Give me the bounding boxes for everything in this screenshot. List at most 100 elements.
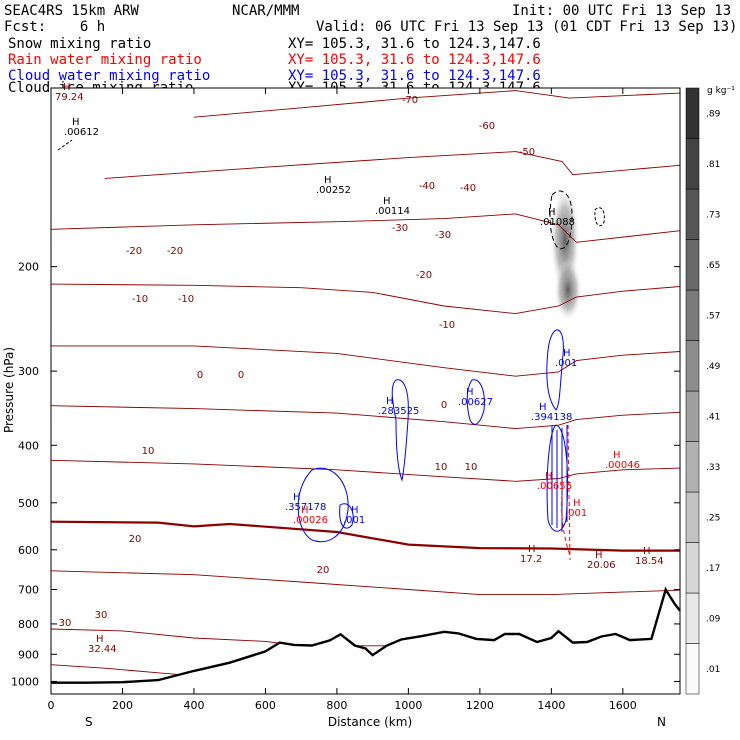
maximum-label: .283525 xyxy=(378,406,419,417)
maximum-marker: H xyxy=(466,387,474,398)
valid-time: Valid: 06 UTC Fri 13 Sep 13 (01 CDT Fri … xyxy=(316,19,738,35)
temperature-contour xyxy=(50,459,681,482)
colorbar-label: .73 xyxy=(706,210,720,220)
plot-frame xyxy=(50,87,681,695)
contour-label: 0 xyxy=(238,370,244,381)
maximum-label: .001 xyxy=(565,508,587,519)
maximum-label: .00046 xyxy=(605,460,640,471)
cloud-ice-shading-lower xyxy=(554,258,582,322)
contour-label: -60 xyxy=(479,121,495,132)
maximum-marker: H xyxy=(301,505,309,516)
cloud-water-contour xyxy=(391,379,409,482)
terrain-line xyxy=(51,586,681,684)
maximum-label: .00656 xyxy=(537,481,572,492)
contour-label: -10 xyxy=(132,294,148,305)
maximum-label: 17.2 xyxy=(520,554,542,565)
y-tick-label: 800 xyxy=(18,618,39,631)
colorbar-label: .49 xyxy=(706,362,721,372)
maximum-label: .357178 xyxy=(285,502,326,513)
field-name-snow: Snow mixing ratio xyxy=(8,36,152,52)
maximum-label: 79.24 xyxy=(55,92,84,103)
colorbar-label: .81 xyxy=(706,160,720,170)
org-label: NCAR/MMM xyxy=(232,3,300,19)
field-xy-cloud-water: XY= 105.3, 31.6 to 124.3,147.6 xyxy=(288,68,541,84)
maximum-marker: H xyxy=(386,396,394,407)
x-tick-label: 0 xyxy=(48,699,55,712)
contour-label: -40 xyxy=(460,183,476,194)
x-tick-label: 800 xyxy=(326,699,347,712)
contour-label: -30 xyxy=(392,223,408,234)
cloud-water-contour xyxy=(297,467,349,543)
cloud-water-contour xyxy=(466,379,485,425)
colorbar-label: .25 xyxy=(706,513,720,523)
y-tick-label: 1000 xyxy=(11,675,39,688)
maximum-label: .00627 xyxy=(458,397,493,408)
maximum-label: 32.44 xyxy=(88,644,117,655)
y-tick-label: 200 xyxy=(18,261,39,274)
cloud-water-contour xyxy=(546,329,564,411)
cloud-water-contour xyxy=(551,425,568,532)
y-tick-label: 300 xyxy=(18,365,39,378)
colorbar-label: .01 xyxy=(706,665,720,675)
x-axis-label: Distance (km) xyxy=(328,715,412,729)
maximum-marker: H xyxy=(595,550,603,561)
maximum-label: 20.06 xyxy=(587,560,616,571)
colorbar-swatch xyxy=(685,542,700,594)
colorbar-label: .09 xyxy=(706,614,721,624)
colorbar-label: .17 xyxy=(706,564,720,574)
maximum-marker: H xyxy=(293,492,301,503)
contour-label: -70 xyxy=(402,95,418,106)
colorbar-swatch xyxy=(685,643,700,695)
maximum-marker: H xyxy=(613,450,621,461)
colorbar-swatch xyxy=(685,289,700,341)
maximum-label: .001 xyxy=(555,358,577,369)
contour-label: 0 xyxy=(441,400,447,411)
contour-label: -40 xyxy=(419,181,435,192)
rain-water-contour xyxy=(561,424,571,561)
contour-label: -20 xyxy=(126,246,142,257)
y-tick-label: 900 xyxy=(18,648,39,661)
maximum-marker: H xyxy=(539,402,547,413)
cloud-water-contour xyxy=(339,503,354,529)
maximum-marker: H xyxy=(548,207,556,218)
colorbar-unit: g kg⁻¹ xyxy=(707,86,735,96)
field-name-rain: Rain water mixing ratio xyxy=(8,52,202,68)
maximum-label: .00252 xyxy=(316,185,351,196)
forecast-hour: Fcst: 6 h xyxy=(4,19,106,35)
contour-label: -10 xyxy=(439,320,455,331)
x-end-left: S xyxy=(85,715,93,729)
contour-label: 10 xyxy=(465,462,478,473)
snow-contour-edge xyxy=(57,139,73,151)
contour-label: 20 xyxy=(317,565,330,576)
colorbar-swatch xyxy=(685,87,700,139)
x-tick-label: 400 xyxy=(183,699,204,712)
maximum-marker: H xyxy=(528,544,536,555)
snow-contour-small xyxy=(594,207,605,227)
contour-label: 10 xyxy=(142,446,155,457)
y-tick-label: 600 xyxy=(18,544,39,557)
colorbar-label: .57 xyxy=(706,311,720,321)
contour-label: -50 xyxy=(519,147,535,158)
temperature-contour xyxy=(50,520,680,552)
temperature-contour xyxy=(51,345,681,377)
x-tick-label: 1000 xyxy=(394,699,422,712)
y-tick-label: 500 xyxy=(18,497,39,510)
maximum-label: .394138 xyxy=(531,412,572,423)
field-xy-rain: XY= 105.3, 31.6 to 124.3,147.6 xyxy=(288,52,541,68)
plot-area xyxy=(51,88,680,694)
y-tick-label: 400 xyxy=(18,439,39,452)
maximum-label: 18.54 xyxy=(635,556,664,567)
maximum-label: .00026 xyxy=(293,515,328,526)
temperature-contour xyxy=(50,570,681,596)
contour-label: 10 xyxy=(435,462,448,473)
maximum-marker: H xyxy=(643,546,651,557)
cloud-water-contour xyxy=(546,424,569,532)
contour-label: 20 xyxy=(129,534,142,545)
maximum-marker: H xyxy=(72,117,80,128)
contour-label: 30 xyxy=(95,610,108,621)
field-xy-snow: XY= 105.3, 31.6 to 124.3,147.6 xyxy=(288,36,541,52)
x-end-right: N xyxy=(657,715,666,729)
colorbar-swatch xyxy=(685,592,700,644)
maximum-label: .001 xyxy=(343,515,365,526)
